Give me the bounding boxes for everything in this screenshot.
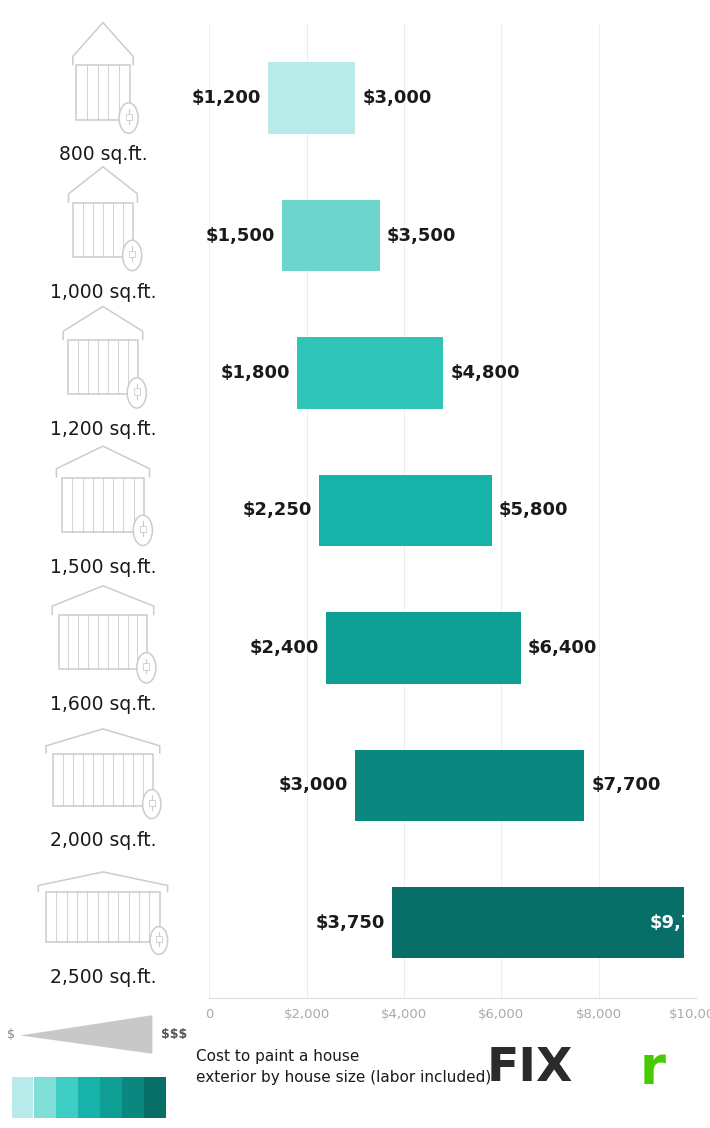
Bar xyxy=(56,1077,77,1118)
Bar xyxy=(144,1077,166,1118)
Text: $1,500: $1,500 xyxy=(206,227,275,245)
Text: FIX: FIX xyxy=(487,1047,574,1091)
Text: $7,700: $7,700 xyxy=(591,776,660,794)
Bar xyxy=(319,475,491,546)
Bar xyxy=(356,749,584,821)
Polygon shape xyxy=(21,1015,153,1054)
Bar xyxy=(33,1077,55,1118)
Text: $1,800: $1,800 xyxy=(220,364,290,382)
Text: $$$: $$$ xyxy=(161,1028,187,1041)
Bar xyxy=(268,62,356,134)
Text: 1,000 sq.ft.: 1,000 sq.ft. xyxy=(50,283,156,301)
Text: $6,400: $6,400 xyxy=(528,638,597,656)
Text: 1,500 sq.ft.: 1,500 sq.ft. xyxy=(50,557,156,576)
Bar xyxy=(78,1077,100,1118)
Text: $3,500: $3,500 xyxy=(387,227,457,245)
Text: 1,200 sq.ft.: 1,200 sq.ft. xyxy=(50,420,156,439)
Bar xyxy=(392,887,684,959)
Bar xyxy=(100,1077,122,1118)
Text: 1,600 sq.ft.: 1,600 sq.ft. xyxy=(50,695,156,714)
Text: $4,800: $4,800 xyxy=(450,364,520,382)
Bar xyxy=(297,337,443,408)
Text: $2,250: $2,250 xyxy=(242,502,312,519)
Text: $3,750: $3,750 xyxy=(315,914,385,932)
Text: 800 sq.ft.: 800 sq.ft. xyxy=(59,146,147,165)
Bar xyxy=(122,1077,144,1118)
Text: $3,000: $3,000 xyxy=(279,776,348,794)
Text: r: r xyxy=(639,1042,665,1095)
Text: 2,500 sq.ft.: 2,500 sq.ft. xyxy=(50,968,156,987)
Text: $5,800: $5,800 xyxy=(499,502,568,519)
Text: $: $ xyxy=(7,1028,15,1041)
Text: Cost to paint a house
exterior by house size (labor included): Cost to paint a house exterior by house … xyxy=(197,1049,491,1085)
Text: $2,400: $2,400 xyxy=(249,638,319,656)
Bar xyxy=(326,613,520,684)
Text: 2,000 sq.ft.: 2,000 sq.ft. xyxy=(50,831,156,851)
Bar xyxy=(283,200,380,272)
Text: $9,750: $9,750 xyxy=(650,914,710,932)
Text: $1,200: $1,200 xyxy=(191,89,261,107)
Text: $3,000: $3,000 xyxy=(363,89,432,107)
Bar xyxy=(11,1077,33,1118)
